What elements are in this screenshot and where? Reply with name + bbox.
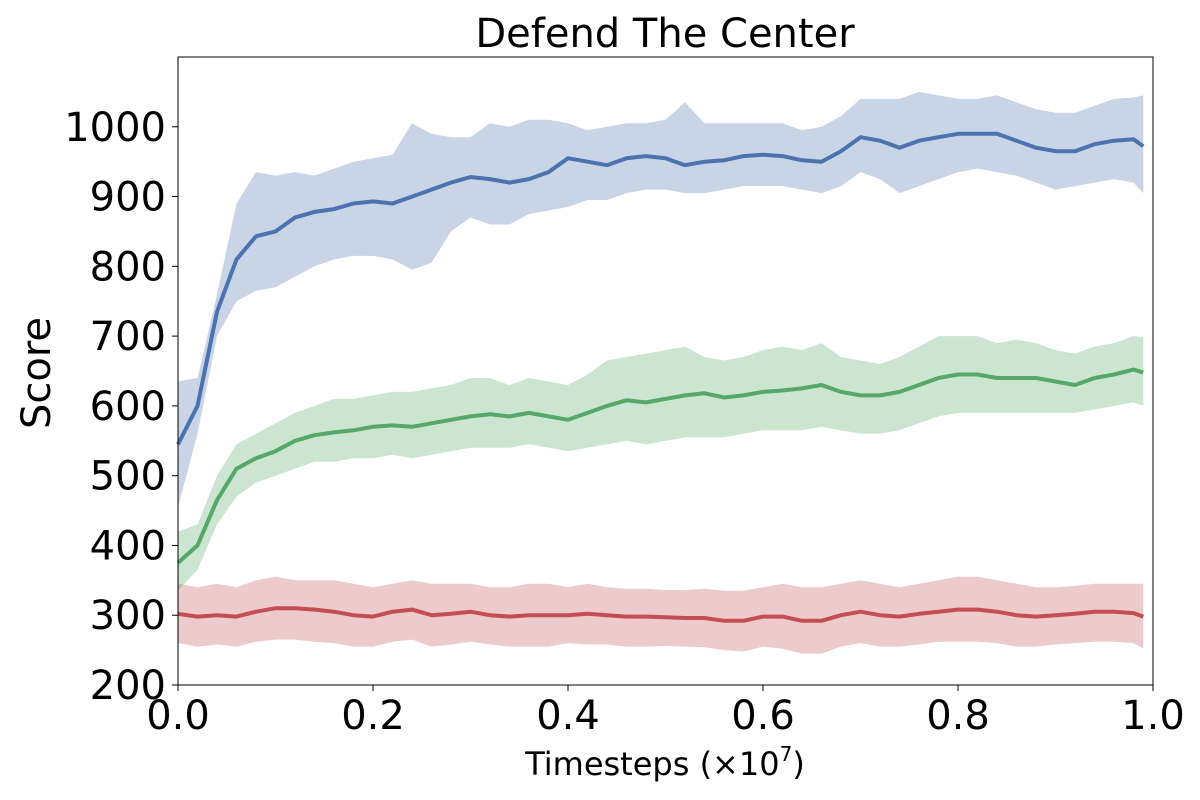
x-tick-label: 0.6 [731,693,795,739]
confidence-bands [178,91,1144,654]
chart-title: Defend The Center [475,11,855,57]
y-tick-label: 600 [90,384,166,430]
y-tick-label: 800 [90,244,166,290]
line-blue [176,131,1145,446]
x-axis-ticks: 0.0 0.2 0.4 0.6 0.8 1.0 [146,685,1185,739]
x-axis-label: Timesteps (×107) [524,742,805,783]
line-red [177,606,1144,623]
x-tick-label: 0.4 [536,693,600,739]
y-tick-label: 300 [90,593,166,639]
y-tick-label: 500 [90,454,166,500]
x-tick-label: 0.8 [926,693,990,739]
y-tick-label: 400 [90,523,166,569]
y-axis-ticks: 200 300 400 500 600 700 800 900 1000 [64,105,178,709]
x-tick-label: 0.2 [341,693,405,739]
plot-frame [177,56,1154,686]
line-green [176,367,1144,565]
x-tick-label: 0.0 [146,693,210,739]
y-axis-label: Score [14,317,60,429]
x-tick-label: 1.0 [1121,693,1185,739]
series-lines [176,131,1145,623]
y-tick-label: 1000 [64,105,166,151]
y-tick-label: 200 [90,663,166,709]
y-tick-label: 900 [90,175,166,221]
band-green [178,336,1144,591]
y-tick-label: 700 [90,314,166,360]
